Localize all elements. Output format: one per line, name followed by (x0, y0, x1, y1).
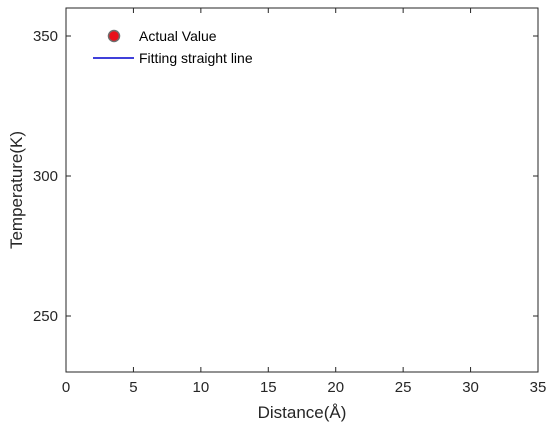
x-tick-label: 25 (395, 379, 412, 396)
x-tick-label: 35 (530, 379, 547, 396)
legend-label-fitting-line: Fitting straight line (139, 50, 253, 66)
x-tick-label: 0 (62, 379, 70, 396)
legend: Actual Value Fitting straight line (93, 28, 253, 66)
x-tick-label: 10 (193, 379, 210, 396)
x-tick-label: 20 (327, 379, 344, 396)
y-axis-label: Temperature(K) (7, 131, 26, 249)
plot-frame (65, 7, 539, 373)
x-axis-label: Distance(Å) (258, 403, 347, 422)
x-tick-label: 5 (129, 379, 137, 396)
legend-label-actual-value: Actual Value (139, 28, 217, 44)
y-tick-label: 250 (33, 308, 58, 325)
x-tick-label: 15 (260, 379, 277, 396)
y-tick-label: 300 (33, 168, 58, 185)
axes: 0 5 10 15 20 25 30 35 250 300 350 Distance(Å) Temper… (7, 7, 547, 422)
x-tick-label: 30 (462, 379, 479, 396)
legend-marker-actual-value (107, 29, 121, 43)
y-tick-label: 350 (33, 28, 58, 45)
